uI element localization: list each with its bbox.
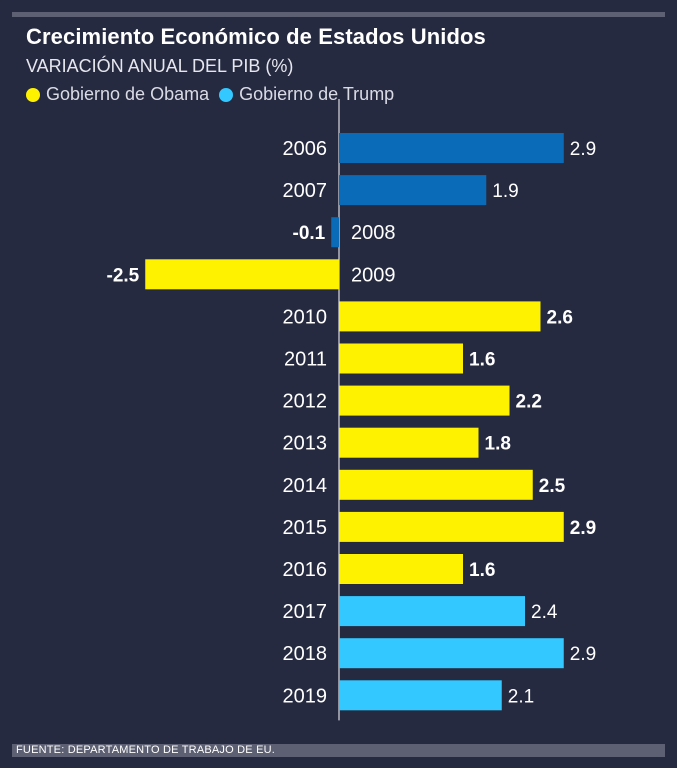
legend-item-obama: Gobierno de Obama xyxy=(26,84,209,105)
year-label-2014: 2014 xyxy=(283,475,328,497)
year-label-2018: 2018 xyxy=(283,643,328,665)
value-label-2008: -0.1 xyxy=(293,223,326,244)
value-label-2006: 2.9 xyxy=(570,139,596,160)
bar-2014 xyxy=(339,469,533,500)
bar-2017 xyxy=(339,596,525,627)
bar-2018 xyxy=(339,638,564,669)
value-label-2014: 2.5 xyxy=(539,476,566,497)
year-label-2012: 2012 xyxy=(283,391,328,413)
year-label-2013: 2013 xyxy=(283,433,328,455)
bar-2008 xyxy=(331,217,339,248)
footer-bar xyxy=(12,744,665,757)
bar-2006 xyxy=(339,133,564,163)
legend-label-trump: Gobierno de Trump xyxy=(239,84,395,104)
bar-2016 xyxy=(339,554,463,584)
bar-2015 xyxy=(339,511,564,542)
bar-2009 xyxy=(145,259,339,290)
bar-2010 xyxy=(339,301,541,332)
bar-2007 xyxy=(339,175,487,206)
year-label-2017: 2017 xyxy=(283,601,328,623)
year-label-2010: 2010 xyxy=(283,306,328,328)
value-label-2012: 2.2 xyxy=(516,392,542,413)
legend-swatch-trump xyxy=(219,87,234,102)
bar-2013 xyxy=(339,427,479,458)
value-label-2013: 1.8 xyxy=(485,434,511,455)
value-label-2018: 2.9 xyxy=(570,644,596,665)
value-label-2007: 1.9 xyxy=(492,181,518,202)
legend-label-obama: Gobierno de Obama xyxy=(46,84,210,104)
value-label-2016: 1.6 xyxy=(469,560,495,581)
top-rule xyxy=(12,12,665,17)
year-label-2016: 2016 xyxy=(283,559,328,581)
chart-title: Crecimiento Económico de Estados Unidos xyxy=(26,24,486,49)
value-label-2019: 2.1 xyxy=(508,686,534,707)
year-label-2015: 2015 xyxy=(283,517,328,539)
year-label-2008: 2008 xyxy=(351,222,396,244)
source-note: FUENTE: DEPARTAMENTO DE TRABAJO DE EU. xyxy=(16,744,276,756)
bar-2012 xyxy=(339,385,510,416)
value-label-2017: 2.4 xyxy=(531,602,558,623)
value-label-2015: 2.9 xyxy=(570,518,596,539)
bar-2011 xyxy=(339,343,463,374)
legend-item-trump: Gobierno de Trump xyxy=(219,84,394,105)
value-label-2009: -2.5 xyxy=(107,265,140,286)
year-label-2009: 2009 xyxy=(351,264,396,286)
year-label-2019: 2019 xyxy=(283,685,328,707)
chart-subtitle: VARIACIÓN ANUAL DEL PIB (%) xyxy=(26,56,294,76)
legend-swatch-obama xyxy=(26,87,40,102)
year-label-2011: 2011 xyxy=(284,349,327,371)
legend: Gobierno de Obama Gobierno de Trump xyxy=(26,84,404,105)
value-label-2010: 2.6 xyxy=(547,307,573,328)
value-label-2011: 1.6 xyxy=(469,350,495,371)
year-label-2006: 2006 xyxy=(283,138,328,160)
year-label-2007: 2007 xyxy=(283,180,328,202)
bar-2019 xyxy=(339,680,502,711)
